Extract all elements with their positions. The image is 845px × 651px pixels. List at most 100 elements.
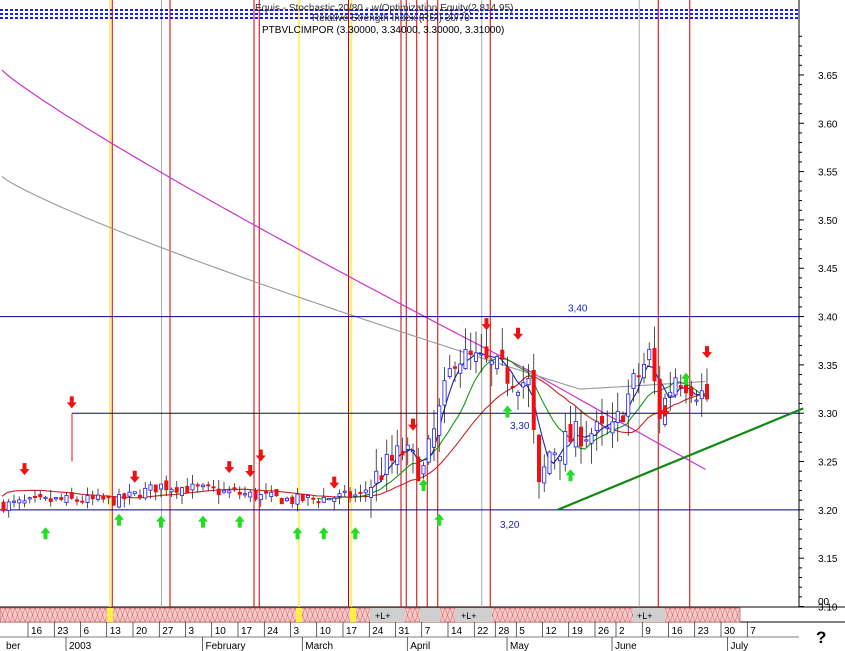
- help-button[interactable]: ?: [816, 628, 827, 647]
- candle-body: [90, 494, 95, 500]
- candle-body: [153, 484, 158, 493]
- y-tick-label: 3.40: [818, 313, 838, 324]
- candle-body: [447, 368, 452, 378]
- candle-body: [489, 360, 494, 365]
- signal-arrows: [19, 318, 712, 540]
- candle-body: [169, 488, 174, 493]
- candle-body: [253, 490, 258, 500]
- x-day-label: 19: [572, 626, 584, 637]
- x-month-label: April: [410, 641, 430, 651]
- x-day-label: 17: [241, 626, 253, 637]
- x-day-label: 3: [189, 626, 195, 637]
- sell-arrow-icon: [245, 465, 256, 478]
- candle-body: [263, 491, 268, 494]
- candle-body: [642, 363, 647, 379]
- band-hatch: [624, 607, 631, 623]
- band-hatch: [509, 607, 516, 623]
- band-hatch: [364, 607, 371, 623]
- band-hatch: [239, 607, 246, 623]
- candle-body: [6, 501, 11, 512]
- candle-body: [699, 390, 704, 400]
- candle-body: [143, 487, 148, 499]
- candle-body: [384, 453, 389, 475]
- x-day-label: 16: [672, 626, 684, 637]
- band-hatch: [699, 607, 706, 623]
- header-lines: Equis - Stochastic 20/80 - w/Optimizatio…: [0, 3, 799, 36]
- candle-body: [353, 494, 358, 497]
- band-hatch: [279, 607, 286, 623]
- buy-arrow-icon: [198, 515, 208, 528]
- candle-body: [22, 500, 27, 504]
- candle-body: [227, 490, 232, 494]
- candle-body: [431, 428, 436, 448]
- sell-arrow-icon: [481, 318, 492, 331]
- candle-body: [305, 495, 310, 498]
- candle-body: [526, 378, 531, 386]
- buy-arrow-icon: [40, 527, 51, 540]
- band-hatch: [594, 607, 601, 623]
- y-tick-label: 3.10: [818, 603, 838, 614]
- candle-body: [473, 352, 478, 362]
- candle-body: [332, 497, 337, 502]
- band-hatch: [14, 607, 21, 623]
- band-hatch: [729, 607, 736, 623]
- x-day-label: 3: [294, 626, 300, 637]
- band-hatch: [529, 607, 536, 623]
- band-hatch: [329, 607, 336, 623]
- band-hatch: [724, 607, 731, 623]
- y-tick-label: 3.50: [818, 216, 838, 227]
- sell-arrow-icon: [66, 396, 77, 409]
- candle-body: [101, 495, 106, 500]
- candle-body: [647, 348, 652, 361]
- header-line-2: Relative Strength Index (RSI) 30/70: [312, 13, 470, 24]
- x-day-label: 17: [346, 626, 358, 637]
- candle-body: [374, 470, 379, 484]
- band-hatch: [669, 607, 676, 623]
- candle-body: [200, 484, 205, 488]
- candle-body: [33, 496, 38, 499]
- y-bottom-label: 00: [818, 597, 830, 608]
- candle-body: [117, 494, 122, 508]
- band-hatch: [534, 607, 541, 623]
- candle-body: [552, 452, 557, 456]
- band-hatch: [154, 607, 161, 623]
- band-hatch: [324, 607, 331, 623]
- candle-body: [405, 444, 410, 450]
- band-hatch: [334, 607, 341, 623]
- band-hatch: [449, 607, 456, 623]
- candle-body: [48, 498, 53, 502]
- band-hatch: [199, 607, 206, 623]
- band-hatch: [169, 607, 176, 623]
- candle-body: [605, 426, 610, 429]
- candle-body: [668, 391, 673, 397]
- candle-body: [416, 456, 421, 482]
- candle-body: [290, 496, 295, 505]
- band-hatch: [219, 607, 226, 623]
- candle-body: [426, 438, 431, 463]
- sell-arrow-icon: [255, 449, 266, 462]
- sell-arrow-icon: [224, 461, 235, 474]
- sell-arrow-icon: [660, 405, 670, 418]
- band-hatch: [259, 607, 266, 623]
- candle-body: [479, 353, 484, 356]
- band-hatch: [524, 607, 531, 623]
- candle-body: [337, 493, 342, 497]
- candle-body: [458, 363, 463, 374]
- band-yellow-segment: [296, 608, 302, 622]
- band-hatch: [229, 607, 236, 623]
- candle-body: [631, 373, 636, 390]
- band-hatch: [284, 607, 291, 623]
- band-gray-segment: [455, 608, 492, 622]
- band-hatch: [664, 607, 671, 623]
- candle-body: [127, 491, 132, 497]
- candle-body: [558, 455, 563, 462]
- candle-body: [216, 488, 221, 496]
- band-hatch: [134, 607, 141, 623]
- band-hatch: [24, 607, 31, 623]
- x-day-label: 20: [136, 626, 148, 637]
- band-hatch: [319, 607, 326, 623]
- band-hatch: [94, 607, 101, 623]
- band-yellow-segment: [107, 608, 113, 622]
- band-hatch: [409, 607, 416, 623]
